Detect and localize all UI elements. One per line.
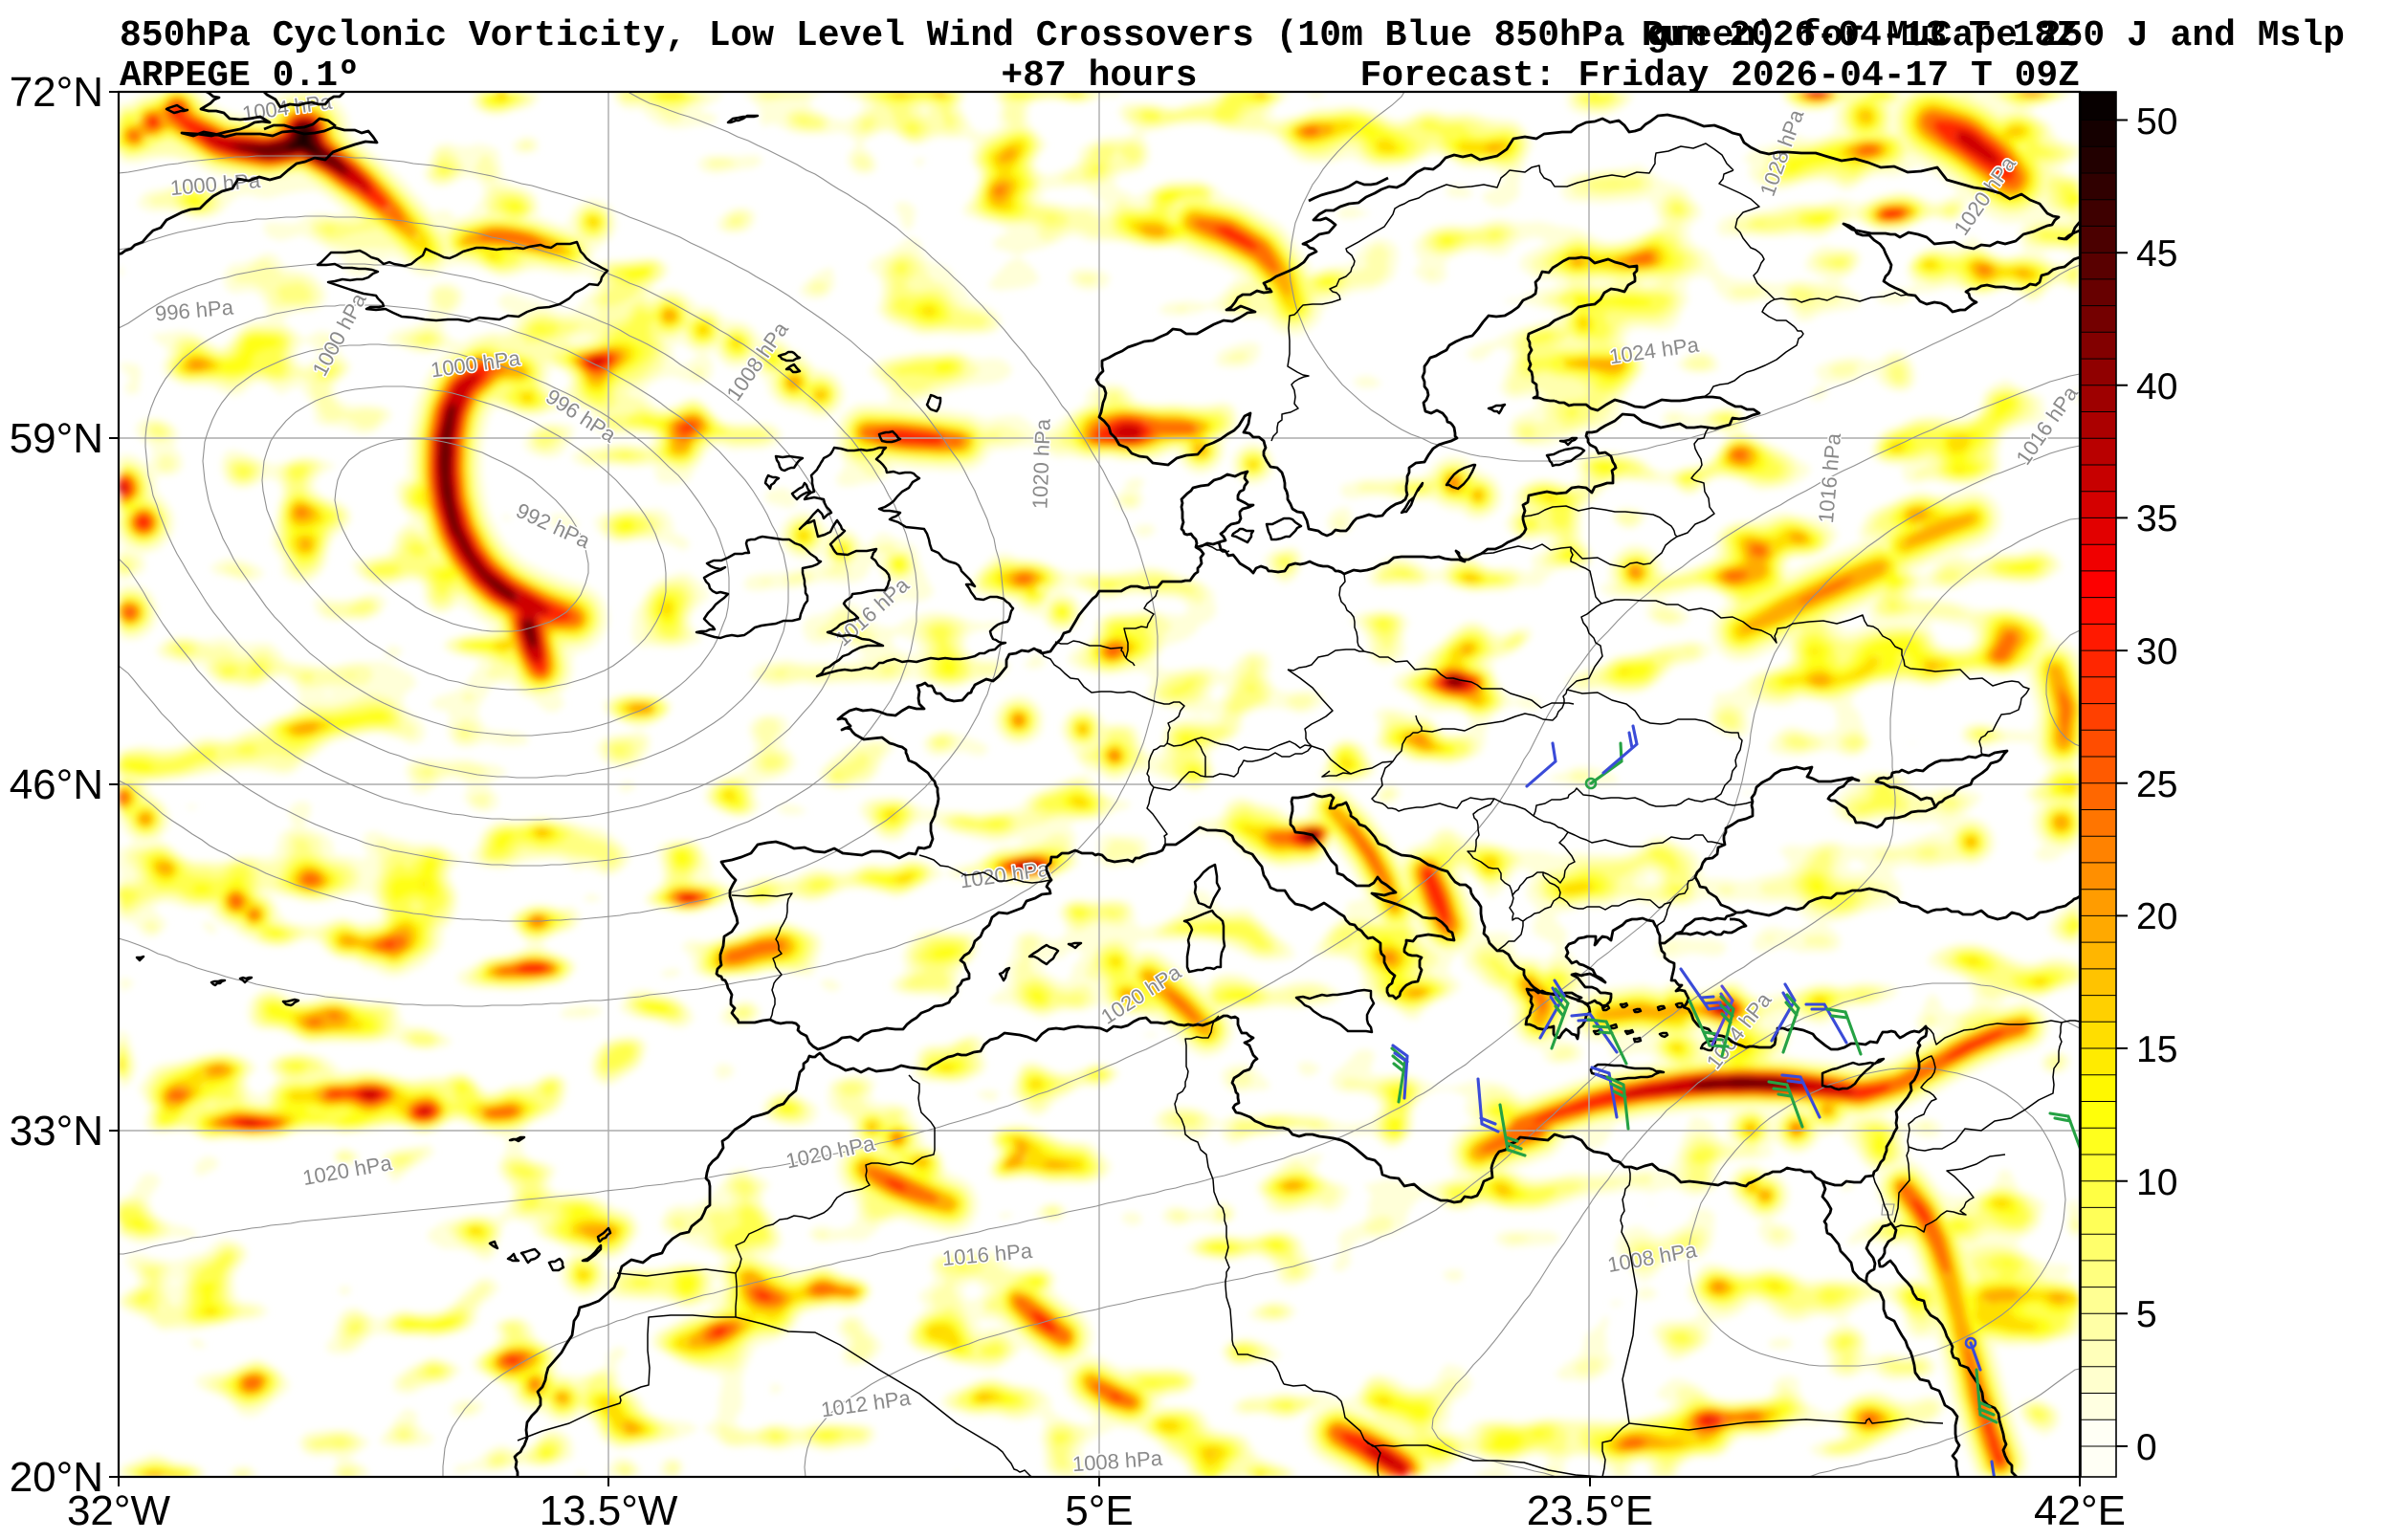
svg-text:59°N: 59°N	[10, 415, 103, 462]
svg-text:23.5°E: 23.5°E	[1527, 1487, 1654, 1534]
svg-text:45: 45	[2136, 233, 2177, 275]
svg-text:40: 40	[2136, 366, 2177, 407]
svg-text:32°W: 32°W	[67, 1487, 171, 1534]
svg-text:20°N: 20°N	[10, 1454, 103, 1501]
svg-text:46°N: 46°N	[10, 761, 103, 808]
svg-text:5: 5	[2136, 1294, 2157, 1335]
svg-text:30: 30	[2136, 631, 2177, 672]
svg-text:42°E: 42°E	[2034, 1487, 2126, 1534]
svg-text:25: 25	[2136, 764, 2177, 805]
svg-text:Run 2026-04-13 T 18Z: Run 2026-04-13 T 18Z	[1642, 15, 2078, 56]
svg-text:Forecast: Friday 2026-04-17 T: Forecast: Friday 2026-04-17 T 09Z	[1359, 55, 2080, 97]
svg-text:72°N: 72°N	[10, 69, 103, 116]
svg-text:850hPa Cyclonic Vorticity, Low: 850hPa Cyclonic Vorticity, Low Level Win…	[120, 15, 2345, 56]
svg-text:15: 15	[2136, 1029, 2177, 1070]
svg-text:0: 0	[2136, 1427, 2157, 1468]
svg-text:35: 35	[2136, 498, 2177, 539]
svg-text:1020 hPa: 1020 hPa	[1027, 418, 1054, 510]
svg-text:20: 20	[2136, 896, 2177, 937]
svg-text:33°N: 33°N	[10, 1108, 103, 1155]
svg-text:13.5°W: 13.5°W	[540, 1487, 678, 1534]
svg-text:5°E: 5°E	[1065, 1487, 1133, 1534]
svg-text:+87 hours: +87 hours	[1001, 55, 1197, 97]
svg-text:50: 50	[2136, 101, 2177, 143]
svg-text:10: 10	[2136, 1162, 2177, 1203]
svg-text:ARPEGE 0.1º: ARPEGE 0.1º	[120, 55, 360, 97]
